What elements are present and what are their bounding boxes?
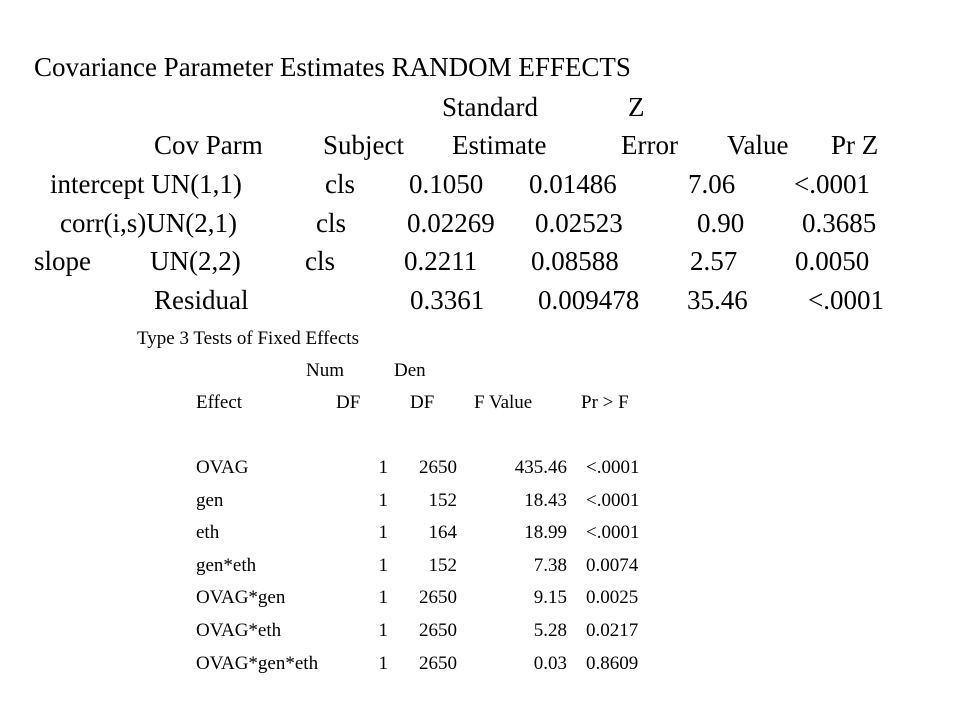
cov-row2-parm: corr(i,s)UN(2,1) xyxy=(60,208,237,238)
fe-row2-dendf: 152 xyxy=(428,489,458,511)
fe-row4-prf: 0.0074 xyxy=(586,554,639,576)
fe-row7-dendf: 2650 xyxy=(419,652,457,674)
fe-row4-effect: gen*eth xyxy=(196,554,257,576)
cov-col-prz: Pr Z xyxy=(831,130,879,160)
fe-row6-dendf: 2650 xyxy=(419,620,457,641)
fe-row5-prf: 0.0025 xyxy=(586,587,639,609)
cov-header-standard: Standard xyxy=(442,92,538,122)
cov-row1-parm: intercept UN(1,1) xyxy=(50,169,242,199)
fe-row6-effect: OVAG*eth xyxy=(196,620,282,641)
cov-row4-parm: Residual xyxy=(154,285,249,315)
cov-row2-subject: cls xyxy=(316,208,346,238)
cov-col-estimate: Estimate xyxy=(452,130,547,160)
cov-row3-parm: slope xyxy=(34,246,91,276)
cov-row3-subject: cls xyxy=(305,246,335,276)
cov-col-subject: Subject xyxy=(323,130,404,160)
fe-header-den: Den xyxy=(394,360,426,381)
cov-row1-subject: cls xyxy=(325,169,355,199)
cov-row4-estimate: 0.3361 xyxy=(410,285,485,315)
covariance-title: Covariance Parameter Estimates RANDOM EF… xyxy=(34,52,631,82)
fe-row5-fvalue: 9.15 xyxy=(533,587,567,609)
fe-header-num: Num xyxy=(306,360,344,381)
cov-row3-prz: 0.0050 xyxy=(795,246,870,276)
cov-col-covparm: Cov Parm xyxy=(154,130,263,160)
fe-row6-prf: 0.0217 xyxy=(586,620,639,641)
cov-row2-error: 0.02523 xyxy=(535,208,623,238)
fe-row7-effect: OVAG*gen*eth xyxy=(196,652,319,674)
cov-row4-value: 35.46 xyxy=(687,285,748,315)
cov-row3-un: UN(2,2) xyxy=(150,246,241,276)
fe-row1-dendf: 2650 xyxy=(419,457,457,478)
fe-row1-fvalue: 435.46 xyxy=(514,457,567,478)
fe-row4-dendf: 152 xyxy=(428,554,458,576)
cov-row1-prz: <.0001 xyxy=(794,169,870,199)
fe-row5-effect: OVAG*gen xyxy=(196,587,286,609)
cov-row3-error: 0.08588 xyxy=(531,246,619,276)
fe-col-numdf: DF xyxy=(336,392,361,413)
cov-row4-prz: <.0001 xyxy=(808,285,884,315)
fe-row2-effect: gen xyxy=(196,489,224,511)
fe-row4-numdf: 1 xyxy=(378,554,389,576)
cov-col-value: Value xyxy=(727,130,789,160)
fe-row2-fvalue: 18.43 xyxy=(524,489,567,511)
fe-row3-prf: <.0001 xyxy=(586,522,640,544)
fe-row1-effect: OVAG xyxy=(196,457,249,478)
fe-row5-dendf: 2650 xyxy=(419,587,457,609)
cov-row1-value: 7.06 xyxy=(688,169,736,199)
fe-col-fvalue: F Value xyxy=(474,392,533,413)
fe-row7-prf: 0.8609 xyxy=(586,652,639,674)
fe-row5-numdf: 1 xyxy=(378,587,389,609)
fe-row3-dendf: 164 xyxy=(428,522,458,544)
fe-row2-numdf: 1 xyxy=(378,489,389,511)
fe-row6-numdf: 1 xyxy=(378,620,389,641)
cov-header-z: Z xyxy=(628,92,645,122)
cov-row4-error: 0.009478 xyxy=(538,285,640,315)
fe-row4-fvalue: 7.38 xyxy=(533,554,567,576)
cov-row2-value: 0.90 xyxy=(697,208,745,238)
fe-col-effect: Effect xyxy=(196,392,243,413)
cov-row1-estimate: 0.1050 xyxy=(409,169,484,199)
fe-row3-numdf: 1 xyxy=(378,522,389,544)
fe-row1-prf: <.0001 xyxy=(586,457,640,478)
cov-row3-estimate: 0.2211 xyxy=(404,246,478,276)
fe-row2-prf: <.0001 xyxy=(586,489,640,511)
fe-col-prf: Pr > F xyxy=(581,392,629,413)
fe-row3-fvalue: 18.99 xyxy=(524,522,567,544)
cov-col-error: Error xyxy=(621,130,678,160)
cov-row1-error: 0.01486 xyxy=(529,169,617,199)
fe-col-dendf: DF xyxy=(410,392,435,413)
fe-row6-fvalue: 5.28 xyxy=(533,620,567,641)
cov-row2-estimate: 0.02269 xyxy=(407,208,495,238)
cov-row2-prz: 0.3685 xyxy=(802,208,877,238)
fe-row7-numdf: 1 xyxy=(378,652,389,674)
fe-row3-effect: eth xyxy=(196,522,220,544)
cov-row3-value: 2.57 xyxy=(690,246,738,276)
fe-row1-numdf: 1 xyxy=(378,457,389,478)
fe-row7-fvalue: 0.03 xyxy=(533,652,567,674)
fixed-effects-title: Type 3 Tests of Fixed Effects xyxy=(137,328,359,349)
